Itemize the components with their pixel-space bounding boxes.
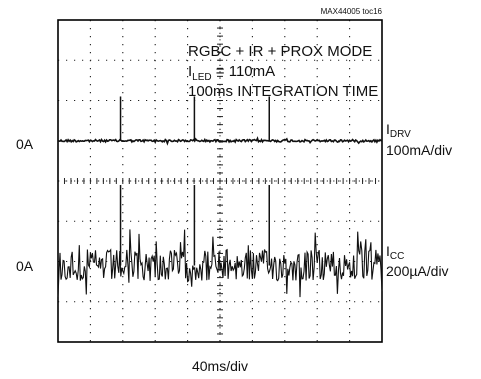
trace-channel-1 bbox=[58, 136, 383, 146]
annotation-mode: RGBC + IR + PROX MODE bbox=[188, 43, 372, 60]
annotation-integration: 100ms INTEGRATION TIME bbox=[188, 83, 378, 100]
ch1-name-subscript: DRV bbox=[390, 129, 411, 140]
annotation-led-value: = 110mA bbox=[212, 63, 276, 80]
ch1-zero-label: 0A bbox=[16, 136, 34, 152]
ch2-name-symbol: I bbox=[386, 243, 390, 259]
annotation-led-subscript: LED bbox=[192, 72, 211, 83]
annotation-led-current: ILED = 110mA bbox=[188, 63, 275, 83]
ch2-zero-label: 0A bbox=[16, 258, 34, 274]
time-scale-label: 40ms/div bbox=[192, 358, 248, 374]
ch1-scale: 100mA/div bbox=[386, 142, 452, 158]
traces bbox=[57, 96, 383, 298]
figure-id: MAX44005 toc16 bbox=[321, 7, 383, 16]
ch2-name-subscript: CC bbox=[390, 251, 404, 262]
graticule bbox=[57, 19, 383, 343]
plot-frame bbox=[57, 19, 383, 343]
ch2-scale: 200µA/div bbox=[386, 263, 449, 279]
ch1-name-symbol: I bbox=[386, 121, 390, 137]
trace-channel-2 bbox=[57, 229, 383, 298]
ch2-name: ICC bbox=[386, 243, 404, 262]
ch1-name: IDRV bbox=[386, 121, 411, 140]
annotation-led-symbol: I bbox=[188, 63, 192, 80]
